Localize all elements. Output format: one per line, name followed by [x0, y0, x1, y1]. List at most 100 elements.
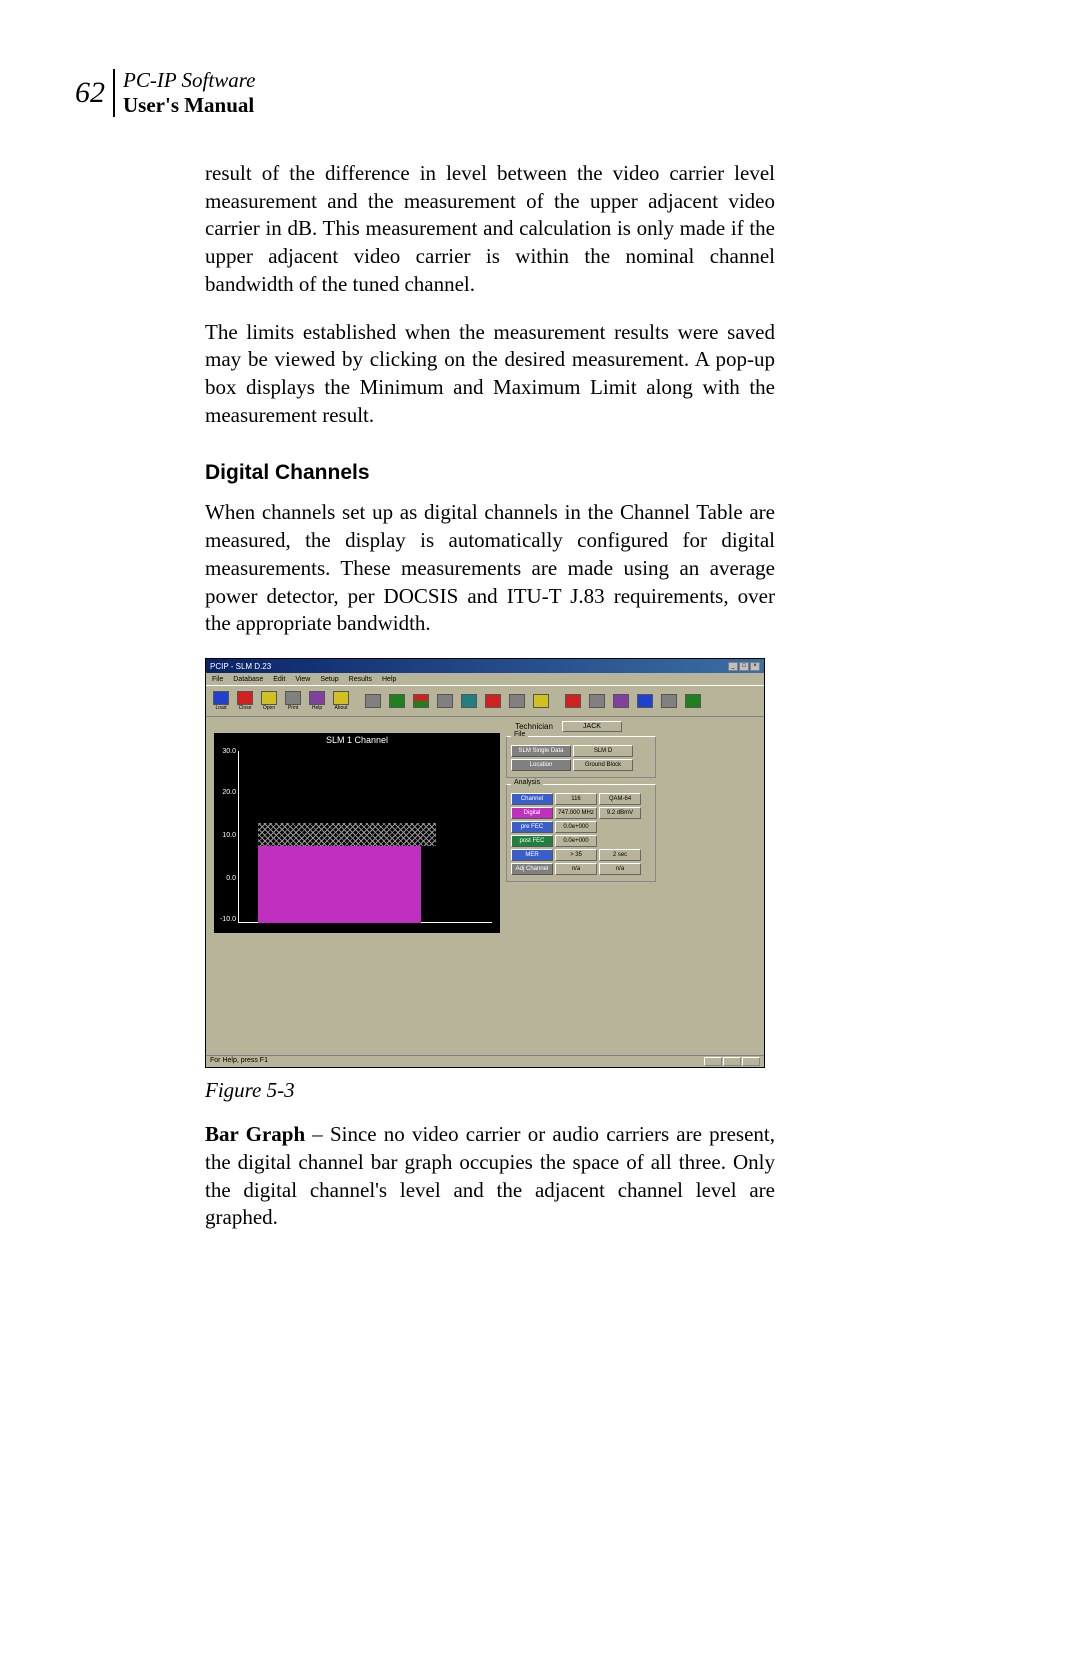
tb-btn-9[interactable]: [410, 688, 432, 714]
status-grip: [704, 1057, 760, 1066]
tb-btn-15[interactable]: [562, 688, 584, 714]
tb-open[interactable]: Open: [258, 688, 280, 714]
tb-btn-18[interactable]: [634, 688, 656, 714]
tb-btn-12[interactable]: [482, 688, 504, 714]
file-row: SLM Single DataSLM D: [511, 745, 651, 757]
analysis-row-value2: n/a: [599, 863, 641, 875]
tool-icon: [533, 694, 549, 708]
window-title: PCIP - SLM D.23: [210, 662, 271, 671]
menu-view[interactable]: View: [295, 676, 310, 683]
side-panel: Technician JACK File SLM Single DataSLM …: [506, 721, 656, 888]
tool-icon: [509, 694, 525, 708]
chart-hatch-region: [258, 823, 436, 845]
maximize-button[interactable]: □: [739, 662, 749, 671]
analysis-row-value2: 2 sec: [599, 849, 641, 861]
analysis-row-button[interactable]: Channel: [511, 793, 553, 805]
status-text: For Help, press F1: [210, 1057, 268, 1066]
ytick-2: 10.0: [216, 832, 236, 839]
analysis-row-value1: 0.0e+000: [555, 821, 597, 833]
analysis-row: Digital747.000 MHz9.2 dBmV: [511, 807, 651, 819]
chart-title: SLM 1 Channel: [214, 735, 500, 745]
tb-btn-19[interactable]: [658, 688, 680, 714]
menu-setup[interactable]: Setup: [320, 676, 338, 683]
load-icon: [213, 691, 229, 705]
screenshot-figure: PCIP - SLM D.23 _ □ × File Database Edit…: [205, 658, 765, 1068]
file-row: LocationGround Block: [511, 759, 651, 771]
paragraph-4: Bar Graph – Since no video carrier or au…: [205, 1121, 775, 1232]
file-row-value: SLM D: [573, 745, 633, 757]
close-icon: [237, 691, 253, 705]
file-row-value: Ground Block: [573, 759, 633, 771]
help-icon: [309, 691, 325, 705]
tool-icon: [661, 694, 677, 708]
window-titlebar: PCIP - SLM D.23 _ □ ×: [206, 659, 764, 673]
analysis-row-button[interactable]: pre FEC: [511, 821, 553, 833]
analysis-row: post FEC0.0e+000: [511, 835, 651, 847]
tool-icon: [389, 694, 405, 708]
open-icon: [261, 691, 277, 705]
y-axis: [238, 751, 239, 923]
chart-panel: SLM 1 Channel 30.0 20.0 10.0 0.0 -10.0: [214, 733, 500, 933]
technician-value: JACK: [562, 721, 622, 732]
analysis-row-value1: > 35: [555, 849, 597, 861]
tb-btn-17[interactable]: [610, 688, 632, 714]
analysis-row: MER> 352 sec: [511, 849, 651, 861]
content-column: result of the difference in level betwee…: [205, 160, 775, 1252]
window-buttons: _ □ ×: [728, 662, 760, 671]
tb-btn-14[interactable]: [530, 688, 552, 714]
file-group-title: File: [511, 731, 528, 738]
tb-btn-13[interactable]: [506, 688, 528, 714]
file-row-button[interactable]: SLM Single Data: [511, 745, 571, 757]
workspace: SLM 1 Channel 30.0 20.0 10.0 0.0 -10.0 T…: [206, 717, 764, 1055]
tb-about[interactable]: About: [330, 688, 352, 714]
chart-axes: 30.0 20.0 10.0 0.0 -10.0: [238, 751, 492, 923]
ytick-1: 20.0: [216, 789, 236, 796]
analysis-row-button[interactable]: MER: [511, 849, 553, 861]
tool-icon: [461, 694, 477, 708]
close-button[interactable]: ×: [750, 662, 760, 671]
analysis-row-value2: 9.2 dBmV: [599, 807, 641, 819]
page-header: 62 PC-IP Software User's Manual: [75, 68, 255, 118]
tool-icon: [589, 694, 605, 708]
minimize-button[interactable]: _: [728, 662, 738, 671]
ytick-0: 30.0: [216, 748, 236, 755]
tb-btn-7[interactable]: [362, 688, 384, 714]
about-icon: [333, 691, 349, 705]
analysis-row-button[interactable]: Digital: [511, 807, 553, 819]
tool-icon: [565, 694, 581, 708]
tb-btn-8[interactable]: [386, 688, 408, 714]
analysis-row-value1: n/a: [555, 863, 597, 875]
menu-file[interactable]: File: [212, 676, 223, 683]
tb-btn-20[interactable]: [682, 688, 704, 714]
analysis-row-button[interactable]: Adj Channel: [511, 863, 553, 875]
chart-main-bar: [258, 846, 421, 923]
tool-icon: [413, 694, 429, 708]
header-text-block: PC-IP Software User's Manual: [123, 68, 255, 118]
header-software-name: PC-IP Software: [123, 68, 255, 93]
paragraph-2: The limits established when the measurem…: [205, 319, 775, 430]
print-icon: [285, 691, 301, 705]
tb-print[interactable]: Print: [282, 688, 304, 714]
header-manual-title: User's Manual: [123, 93, 255, 118]
tool-icon: [437, 694, 453, 708]
analysis-row: Channel116QAM-64: [511, 793, 651, 805]
header-divider: [113, 69, 115, 117]
tb-help[interactable]: Help: [306, 688, 328, 714]
analysis-row-button[interactable]: post FEC: [511, 835, 553, 847]
menu-results[interactable]: Results: [349, 676, 372, 683]
tb-load[interactable]: Load: [210, 688, 232, 714]
analysis-row: Adj Channeln/an/a: [511, 863, 651, 875]
tool-icon: [685, 694, 701, 708]
section-heading-digital-channels: Digital Channels: [205, 461, 775, 485]
ytick-3: 0.0: [216, 875, 236, 882]
tb-btn-10[interactable]: [434, 688, 456, 714]
tb-btn-11[interactable]: [458, 688, 480, 714]
tool-icon: [613, 694, 629, 708]
menu-database[interactable]: Database: [233, 676, 263, 683]
tb-close[interactable]: Close: [234, 688, 256, 714]
menu-help[interactable]: Help: [382, 676, 396, 683]
menu-edit[interactable]: Edit: [273, 676, 285, 683]
file-row-button[interactable]: Location: [511, 759, 571, 771]
tool-icon: [365, 694, 381, 708]
tb-btn-16[interactable]: [586, 688, 608, 714]
